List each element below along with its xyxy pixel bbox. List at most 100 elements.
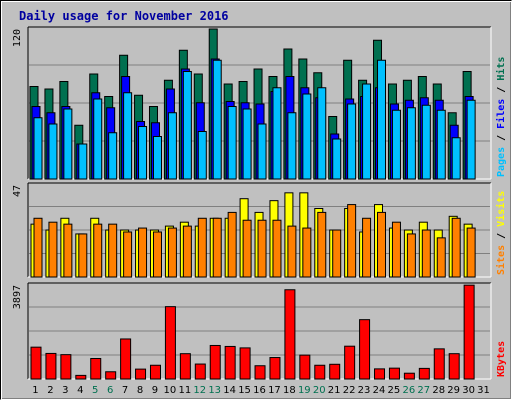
sites-bar-16	[257, 219, 267, 278]
sites-bar-30-body	[466, 227, 476, 278]
kbytes-bar-29	[448, 353, 460, 380]
sites-bar-28	[436, 237, 446, 278]
kbytes-bar-3-body	[60, 354, 72, 380]
sites-bar-1-body	[33, 217, 43, 278]
sites-bar-9	[152, 231, 162, 278]
pages-bar-25-body	[391, 109, 401, 180]
x-tick-label-29: 29	[447, 385, 460, 396]
sites-bar-19-body	[302, 227, 312, 278]
pages-bar-30-body	[466, 99, 476, 180]
x-tick-label-13: 13	[208, 385, 221, 396]
x-tick-label-12: 12	[193, 385, 206, 396]
kbytes-bar-21	[329, 363, 341, 380]
sites-bar-10	[167, 227, 177, 278]
x-tick-label-4: 4	[77, 385, 83, 396]
sites-bar-25	[391, 221, 401, 278]
pages-bar-26	[406, 107, 416, 180]
pages-bar-21	[332, 138, 342, 180]
sites-bar-17	[272, 219, 282, 278]
kbytes-bar-17-body	[269, 357, 281, 380]
kbytes-bar-5-body	[90, 357, 102, 380]
pages-bar-23-body	[362, 83, 372, 180]
kbytes-bar-19-body	[299, 354, 311, 380]
kbytes-bar-23	[359, 319, 371, 380]
pages-bar-18-body	[287, 112, 297, 180]
kbytes-bar-25-body	[388, 367, 400, 380]
sites-bar-25-body	[391, 221, 401, 278]
pages-bar-22-body	[347, 103, 357, 180]
x-tick-label-18: 18	[283, 385, 296, 396]
x-tick-label-31: 31	[477, 385, 490, 396]
pages-bar-17-body	[272, 87, 282, 180]
x-tick-label-6: 6	[107, 385, 113, 396]
panel-1-legend: Pages / Files / Hits	[495, 57, 507, 177]
pages-bar-14-body	[227, 106, 237, 180]
sites-bar-15	[242, 219, 252, 278]
pages-bar-3-body	[63, 108, 73, 180]
legend-entry: KBytes	[496, 341, 507, 377]
pages-bar-8-body	[138, 126, 148, 180]
kbytes-bar-18-body	[284, 289, 296, 380]
x-tick-label-27: 27	[417, 385, 430, 396]
kbytes-bar-15-body	[239, 347, 251, 380]
kbytes-bar-27-body	[418, 367, 430, 380]
kbytes-bar-2	[45, 352, 57, 380]
sites-bar-26	[406, 233, 416, 278]
pages-bar-29-body	[451, 137, 461, 180]
kbytes-bar-8	[135, 368, 147, 380]
kbytes-bar-26	[403, 372, 415, 380]
pages-bar-9	[152, 136, 162, 180]
panel-3-legend: KBytes	[496, 341, 507, 377]
pages-bar-1-body	[33, 117, 43, 180]
sites-bar-18-body	[287, 225, 297, 278]
sites-bar-3-body	[63, 223, 73, 278]
sites-bar-11-body	[182, 225, 192, 278]
x-tick-label-7: 7	[122, 385, 128, 396]
chart-title: Daily usage for November 2016	[19, 9, 229, 23]
kbytes-bar-30	[463, 284, 475, 380]
sites-bar-24-body	[377, 211, 387, 278]
kbytes-bar-11	[179, 353, 191, 380]
kbytes-bar-17	[269, 357, 281, 380]
pages-bar-23	[362, 83, 372, 180]
sites-bar-2	[48, 221, 58, 278]
sites-bar-8-body	[138, 227, 148, 278]
sites-bar-20	[317, 211, 327, 278]
sites-bar-1	[33, 217, 43, 278]
kbytes-bar-6-body	[105, 371, 117, 380]
kbytes-bar-9-body	[149, 364, 161, 380]
kbytes-bar-22	[344, 345, 356, 380]
pages-bar-20	[317, 87, 327, 180]
sites-bar-13-body	[212, 217, 222, 278]
sites-bar-7	[123, 231, 133, 278]
kbytes-bar-14-body	[224, 345, 236, 380]
kbytes-bar-21-body	[329, 363, 341, 380]
sites-bar-24	[377, 211, 387, 278]
sites-bar-14-body	[227, 211, 237, 278]
kbytes-bar-5	[90, 357, 102, 380]
pages-bar-13	[212, 59, 222, 180]
kbytes-bar-6	[105, 371, 117, 380]
pages-bar-6	[108, 132, 118, 180]
pages-bar-24	[377, 59, 387, 180]
x-tick-label-10: 10	[164, 385, 177, 396]
sites-bar-27-body	[421, 229, 431, 278]
kbytes-bar-29-body	[448, 353, 460, 380]
pages-bar-5-body	[93, 98, 103, 180]
pages-bar-4	[78, 143, 88, 180]
pages-bar-15	[242, 108, 252, 180]
kbytes-bar-26-body	[403, 372, 415, 380]
pages-bar-22	[347, 103, 357, 180]
sites-bar-7-body	[123, 231, 133, 278]
legend-entry: Hits	[495, 57, 507, 81]
sites-bar-3	[63, 223, 73, 278]
pages-bar-10-body	[167, 112, 177, 180]
x-tick-label-30: 30	[462, 385, 475, 396]
x-tick-label-23: 23	[358, 385, 371, 396]
kbytes-bar-1	[30, 346, 42, 380]
x-tick-label-16: 16	[253, 385, 266, 396]
x-tick-label-9: 9	[152, 385, 158, 396]
kbytes-bar-3	[60, 354, 72, 380]
sites-bar-23	[362, 217, 372, 278]
